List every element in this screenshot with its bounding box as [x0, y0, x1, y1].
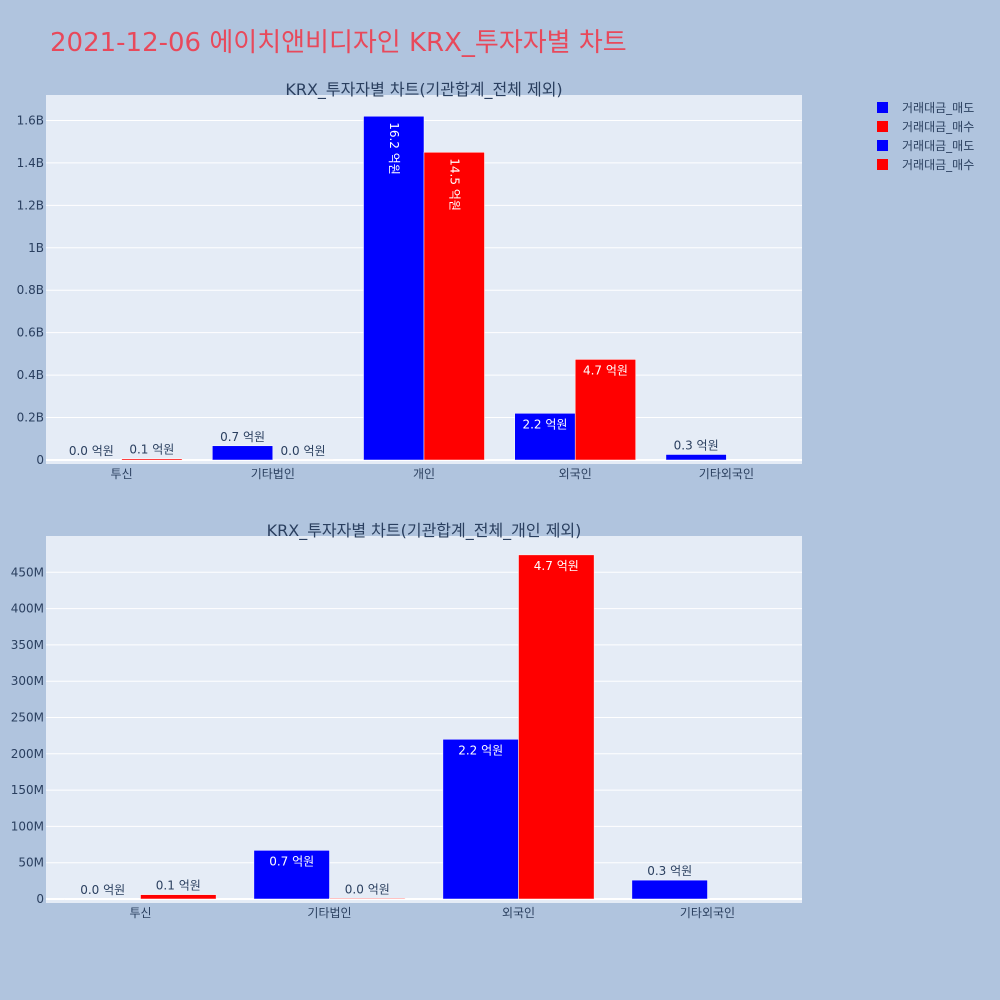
y-tick-label: 300M	[11, 674, 44, 688]
legend-swatch	[877, 102, 888, 113]
bar	[329, 898, 406, 900]
bar	[140, 894, 217, 900]
bar	[64, 898, 141, 900]
legend-swatch	[877, 159, 888, 170]
y-tick-label: 1B	[28, 241, 44, 255]
y-tick-label: 1.6B	[17, 113, 44, 127]
y-tick-label: 50M	[18, 856, 44, 870]
x-tick-label: 기타외국인	[699, 467, 754, 481]
x-tick-label: 외국인	[502, 906, 535, 920]
legend-swatch	[877, 140, 888, 151]
x-tick-label: 기타법인	[307, 906, 351, 920]
bar	[631, 879, 708, 900]
plot-area	[46, 536, 802, 903]
data-label: 0.7 억원	[220, 430, 265, 444]
x-tick-label: 투신	[129, 906, 151, 920]
y-tick-label: 1.4B	[17, 156, 44, 170]
data-label: 0.0 억원	[80, 883, 125, 897]
bar	[272, 459, 334, 461]
legend-label: 거래대금_매도	[902, 101, 974, 115]
y-tick-label: 0.8B	[17, 283, 44, 297]
y-tick-label: 1.2B	[17, 198, 44, 212]
legend-label: 거래대금_매수	[902, 120, 974, 134]
chart-title: KRX_투자자별 차트(기관합계_전체 제외)	[285, 80, 562, 100]
data-label: 4.7 억원	[534, 559, 579, 573]
y-tick-label: 0	[36, 453, 44, 467]
bar	[363, 115, 425, 461]
y-tick-label: 0	[36, 892, 44, 906]
y-tick-label: 100M	[11, 819, 44, 833]
y-tick-label: 0.2B	[17, 411, 44, 425]
chart-title: KRX_투자자별 차트(기관합계_전체_개인 제외)	[267, 521, 582, 541]
x-tick-label: 외국인	[559, 467, 592, 481]
data-label: 0.0 억원	[69, 444, 114, 458]
bar	[442, 739, 519, 900]
y-tick-label: 0.6B	[17, 326, 44, 340]
data-label: 0.1 억원	[156, 879, 201, 893]
legend-label: 거래대금_매수	[902, 158, 974, 172]
data-label: 0.0 억원	[345, 882, 390, 896]
data-label: 0.3 억원	[647, 864, 692, 878]
x-tick-label: 개인	[413, 467, 435, 481]
bar	[665, 454, 727, 461]
y-tick-label: 0.4B	[17, 368, 44, 382]
data-label: 2.2 억원	[458, 743, 503, 757]
bar	[514, 413, 576, 461]
page-title: 2021-12-06 에이치앤비디자인 KRX_투자자별 차트	[50, 28, 627, 58]
data-label: 14.5 억원	[447, 158, 461, 211]
y-tick-label: 250M	[11, 711, 44, 725]
bar	[518, 554, 595, 900]
bar	[574, 359, 636, 461]
data-label: 4.7 억원	[583, 363, 628, 377]
data-label: 0.3 억원	[674, 438, 719, 452]
bar	[212, 445, 274, 461]
bar	[253, 850, 330, 900]
data-label: 0.7 억원	[269, 854, 314, 868]
y-tick-label: 350M	[11, 638, 44, 652]
legend-label: 거래대금_매도	[902, 139, 974, 153]
bar	[121, 458, 183, 461]
x-tick-label: 기타외국인	[680, 906, 735, 920]
y-tick-label: 450M	[11, 565, 44, 579]
y-tick-label: 400M	[11, 602, 44, 616]
x-tick-label: 투신	[111, 467, 133, 481]
data-label: 0.0 억원	[281, 444, 326, 458]
x-tick-label: 기타법인	[251, 467, 295, 481]
bar	[60, 459, 122, 461]
y-tick-label: 150M	[11, 783, 44, 797]
y-tick-label: 200M	[11, 747, 44, 761]
legend-swatch	[877, 121, 888, 132]
data-label: 16.2 억원	[387, 122, 401, 175]
bar	[423, 152, 485, 461]
data-label: 2.2 억원	[522, 417, 567, 431]
data-label: 0.1 억원	[129, 443, 174, 457]
